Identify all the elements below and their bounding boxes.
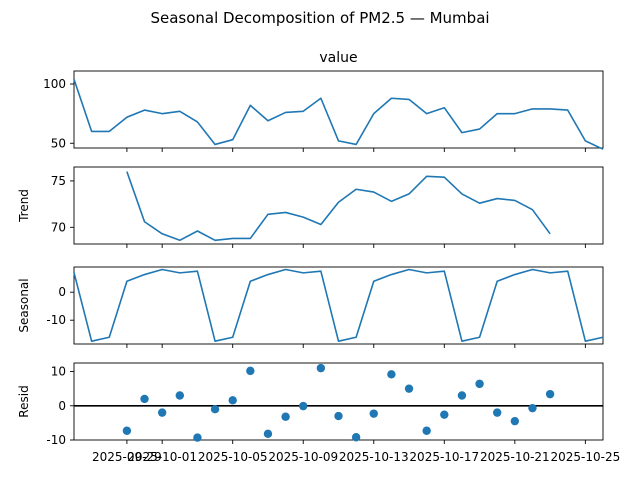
resid-point <box>157 408 167 417</box>
resid-point <box>422 426 431 435</box>
y-tick-label: 0 <box>58 285 66 299</box>
resid-point <box>140 394 149 404</box>
y-axis-label: Trend <box>17 189 31 223</box>
resid-point <box>316 363 326 373</box>
resid-point <box>122 426 132 435</box>
resid-point <box>210 405 220 414</box>
y-tick-label: -10 <box>46 433 66 447</box>
resid-point <box>387 370 396 379</box>
x-tick-label: 2025-10-25 <box>550 450 620 464</box>
y-tick-label: 0 <box>58 399 66 413</box>
x-tick-label: 2025-09-29 <box>92 450 162 464</box>
panel-1: value 50 100 <box>43 50 604 152</box>
resid-point <box>175 391 184 400</box>
resid-point <box>334 411 343 421</box>
panel-title: value <box>319 50 357 66</box>
panel-frame <box>73 70 604 149</box>
resid-point <box>510 416 520 426</box>
y-tick-label: 75 <box>51 174 66 188</box>
resid-point <box>263 429 273 439</box>
resid-point <box>299 401 308 411</box>
y-tick-label: 100 <box>43 77 66 91</box>
x-tick-label: 2025-10-01 <box>127 450 197 464</box>
resid-point <box>281 412 290 421</box>
resid-point <box>228 396 237 405</box>
series-line <box>73 268 604 343</box>
y-axis-label: Seasonal <box>17 278 31 332</box>
resid-point <box>493 408 502 417</box>
x-tick-label: 2025-10-21 <box>480 450 550 464</box>
resid-point <box>351 433 361 442</box>
resid-point <box>457 391 467 400</box>
resid-point <box>369 409 378 418</box>
y-tick-label: -10 <box>46 313 66 327</box>
resid-point <box>545 389 555 399</box>
panels: value 50 100 Trend 70 75 Seasonal -10 0 Resid -10 0… <box>17 50 620 464</box>
resid-point <box>193 433 202 442</box>
resid-point <box>404 384 414 393</box>
resid-point <box>246 366 255 376</box>
panel-frame <box>73 266 604 345</box>
resid-point <box>528 403 537 413</box>
x-tick-label: 2025-10-09 <box>268 450 338 464</box>
panel-2: Trend 70 75 <box>17 166 604 248</box>
x-tick-label: 2025-10-05 <box>198 450 268 464</box>
panel-3: Seasonal -10 0 <box>17 266 604 348</box>
y-tick-label: 70 <box>51 220 66 234</box>
x-tick-label: 2025-10-17 <box>409 450 479 464</box>
y-axis-label: Resid <box>17 385 31 417</box>
panel-frame <box>73 362 604 441</box>
resid-point <box>440 410 449 419</box>
resid-point <box>475 379 484 389</box>
y-tick-label: 10 <box>51 365 66 379</box>
series-line <box>73 79 604 150</box>
figure-title: Seasonal Decomposition of PM2.5 — Mumbai <box>150 9 489 27</box>
series-line <box>126 171 551 242</box>
x-tick-label: 2025-10-13 <box>339 450 409 464</box>
panel-frame <box>73 166 604 245</box>
y-tick-label: 50 <box>51 136 66 150</box>
